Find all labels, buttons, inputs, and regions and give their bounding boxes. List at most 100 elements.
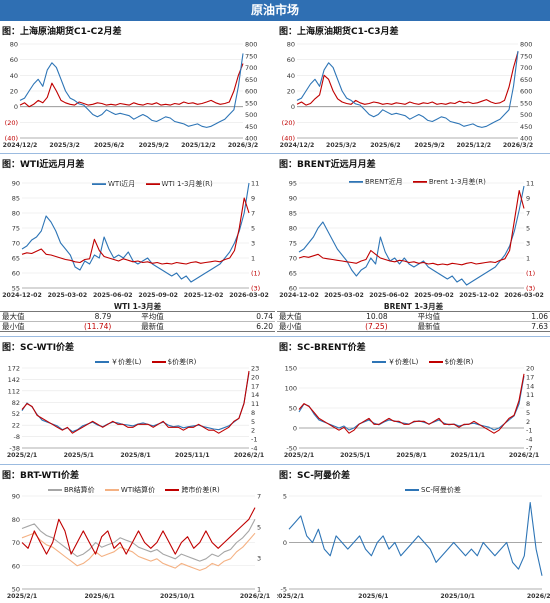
section-divider bbox=[0, 336, 550, 337]
stats-value-max: 8.79 bbox=[49, 311, 114, 322]
chart-legend: WTI近月 WTI 1-3月差(R) bbox=[92, 179, 221, 189]
x-tick-label: 2026/2/1 bbox=[527, 593, 550, 600]
series-line-s1 bbox=[19, 53, 244, 128]
legend-item: $价差(R) bbox=[428, 357, 473, 367]
y2-tick-label: 17 bbox=[251, 382, 259, 390]
series-line-s0 bbox=[296, 51, 519, 106]
series-line-s1 bbox=[296, 50, 519, 128]
stats-label: 最小值 bbox=[277, 321, 326, 332]
y-tick-label: 172 bbox=[8, 365, 20, 373]
y2-tick-label: 2 bbox=[526, 418, 530, 426]
y2-tick-label: (3) bbox=[526, 285, 535, 293]
x-tick-label: 2026/2/1 bbox=[509, 452, 539, 459]
chart-legend: ￥价差(L) $价差(R) bbox=[372, 357, 481, 367]
x-tick-label: 2025/11/1 bbox=[175, 452, 210, 459]
x-tick-label: 2025/10/1 bbox=[440, 593, 475, 600]
legend-item: 跨市价差(R) bbox=[165, 485, 220, 495]
x-tick-label: 2025/5/1 bbox=[340, 452, 370, 459]
legend-label: ￥价差(L) bbox=[111, 358, 142, 366]
series-line-s0 bbox=[19, 63, 244, 108]
y-tick-label: 40 bbox=[10, 72, 18, 80]
legend-swatch bbox=[405, 489, 419, 491]
y2-tick-label: 20 bbox=[526, 365, 534, 373]
y2-tick-label: 7 bbox=[257, 493, 261, 501]
y2-tick-label: 11 bbox=[251, 180, 259, 188]
y2-tick-label: 5 bbox=[257, 524, 261, 532]
y-tick-label: -38 bbox=[9, 445, 20, 453]
wti-stats-table: WTI 1-3月差 最大值 8.79 平均值 0.74 最小值 (11.74) … bbox=[0, 302, 275, 332]
chart-title: 图：WTI近远月月差 bbox=[2, 160, 85, 170]
y-tick-label: 80 bbox=[289, 225, 297, 233]
y-tick-label: 52 bbox=[12, 410, 20, 418]
legend-item: WTI 1-3月差(R) bbox=[145, 179, 213, 189]
y-tick-label: 20 bbox=[287, 88, 295, 96]
legend-item: WTI近月 bbox=[92, 179, 135, 189]
y-tick-label: 60 bbox=[289, 285, 297, 293]
y2-tick-label: 20 bbox=[251, 373, 259, 381]
x-tick-label: 2025/9/2 bbox=[139, 142, 169, 149]
y-tick-label: 60 bbox=[287, 56, 295, 64]
legend-swatch bbox=[92, 183, 106, 185]
y-tick-label: 100 bbox=[285, 385, 297, 393]
legend-label: BR结算价 bbox=[64, 486, 95, 494]
y-tick-label: 95 bbox=[289, 180, 297, 188]
x-tick-label: 2026-03-02 bbox=[229, 292, 269, 299]
x-tick-label: 2025/9/2 bbox=[414, 142, 444, 149]
y2-tick-label: 7 bbox=[526, 210, 530, 218]
y-tick-label: 0 bbox=[291, 103, 295, 111]
y2-tick-label: 600 bbox=[245, 88, 257, 96]
legend-swatch bbox=[428, 361, 443, 363]
chart-panel-sc-brent: 图：SC-BRENT价差 ￥价差(L) $价差(R) 150 100 50 0 -50 2… bbox=[277, 340, 550, 462]
x-tick-label: 2025-09-02 bbox=[414, 292, 454, 299]
x-tick-label: 2025/12/2 bbox=[181, 142, 216, 149]
y2-tick-label: (1) bbox=[251, 270, 260, 278]
x-tick-label: 2025-12-02 bbox=[184, 292, 224, 299]
legend-swatch bbox=[165, 489, 180, 491]
y-tick-label: 50 bbox=[12, 586, 20, 594]
stats-title: BRENT 1-3月差 bbox=[277, 302, 550, 312]
legend-label: $价差(R) bbox=[167, 358, 197, 366]
series-line-wti-1-3-r- bbox=[21, 197, 250, 265]
y2-tick-label: 550 bbox=[520, 99, 532, 107]
stats-value-min: (11.74) bbox=[49, 321, 114, 332]
x-tick-label: 2025-09-02 bbox=[138, 292, 178, 299]
legend-item: ￥价差(L) bbox=[372, 357, 418, 367]
x-tick-label: 2025/2/1 bbox=[7, 452, 37, 459]
chart-title: 图：SC-阿曼价差 bbox=[279, 471, 351, 481]
legend-swatch bbox=[349, 181, 363, 183]
x-tick-label: 2025/6/2 bbox=[94, 142, 124, 149]
chart-panel-brent-spread: 图：BRENT近远月月差 BRENT近月 Brent 1-3月差(R) 95 90… bbox=[277, 157, 550, 302]
y-tick-label: 85 bbox=[12, 195, 20, 203]
series-line-wti- bbox=[21, 532, 256, 571]
y-tick-label: -8 bbox=[14, 433, 20, 441]
series-line-sc- bbox=[288, 502, 543, 576]
series-line--l- bbox=[298, 375, 525, 431]
y2-tick-label: 2 bbox=[251, 427, 255, 435]
y2-tick-label: 3 bbox=[251, 240, 255, 248]
y2-tick-label: 5 bbox=[251, 418, 255, 426]
y2-tick-label: 1 bbox=[251, 255, 255, 263]
chart-panel-wti-spread: 图：WTI近远月月差 WTI近月 WTI 1-3月差(R) 90 85 80 75 70… bbox=[0, 157, 275, 302]
chart-panel-brt-wti: 图：BRT-WTI价差 BR结算价 WTI结算价 跨市价差(R) 90 80 70 6… bbox=[0, 468, 275, 603]
x-tick-label: 2025/11/1 bbox=[450, 452, 485, 459]
series-line-br- bbox=[21, 519, 256, 562]
legend-item: Brent 1-3月差(R) bbox=[412, 177, 486, 187]
y2-tick-label: 650 bbox=[520, 76, 532, 84]
legend-swatch bbox=[95, 361, 109, 363]
x-tick-label: 2025/5/1 bbox=[64, 452, 94, 459]
y2-tick-label: 11 bbox=[526, 180, 534, 188]
y2-tick-label: 1 bbox=[526, 255, 530, 263]
y2-tick-label: 3 bbox=[526, 240, 530, 248]
legend-swatch bbox=[151, 361, 166, 363]
y2-tick-label: 5 bbox=[251, 225, 255, 233]
chart-panel-sc-c1-c3: 图：上海原油期货C1-C3月差 80 60 40 20 0 (20) (40) 800 750 7… bbox=[277, 24, 550, 152]
y2-tick-label: 17 bbox=[526, 373, 534, 381]
y2-tick-label: 500 bbox=[520, 111, 532, 119]
x-tick-label: 2025/8/1 bbox=[120, 452, 150, 459]
y-tick-label: 70 bbox=[12, 240, 20, 248]
chart-panel-sc-c1-c2: 图：上海原油期货C1-C2月差 80 60 40 20 0 (20) (40) 800 750 7… bbox=[0, 24, 275, 152]
x-tick-label: 2025/6/1 bbox=[358, 593, 388, 600]
y2-tick-label: -1 bbox=[251, 436, 257, 444]
stats-label: 最大值 bbox=[0, 311, 50, 322]
